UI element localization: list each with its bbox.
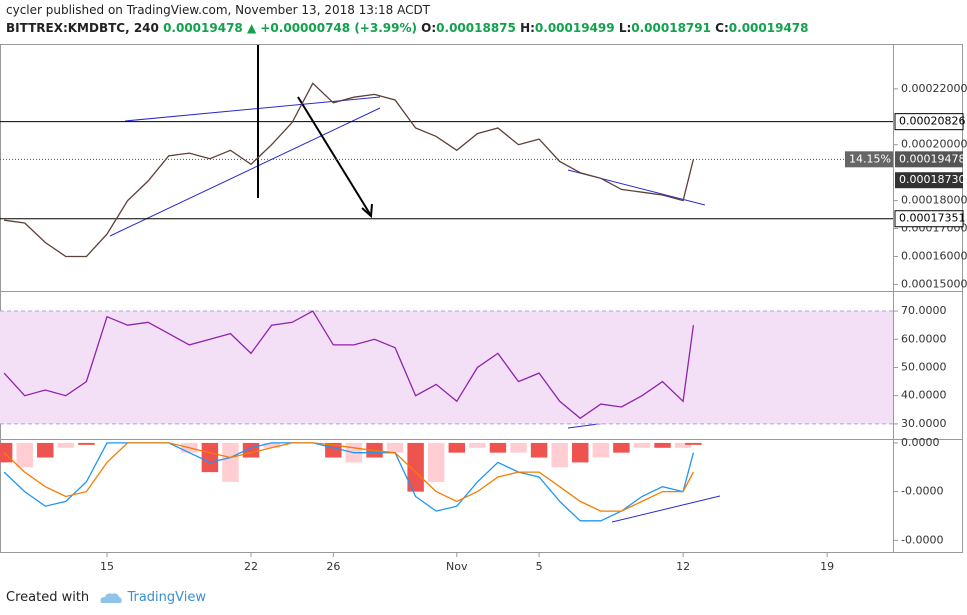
- published-line: cycler published on TradingView.com, Nov…: [6, 3, 430, 17]
- x-tick-label: 5: [536, 560, 543, 573]
- histogram-bar: [551, 442, 568, 468]
- histogram-bar: [613, 442, 630, 453]
- histogram-bar: [201, 442, 219, 473]
- x-tick-label: 22: [244, 560, 258, 573]
- brand: TradingView: [127, 590, 206, 605]
- histogram-bar: [263, 442, 280, 448]
- histogram-bar: [448, 442, 466, 453]
- series-line: [4, 82, 695, 258]
- published: cycler published on TradingView.com, Nov…: [6, 3, 431, 17]
- marker-box: [895, 172, 963, 189]
- percent-box: [845, 151, 893, 168]
- last-box: [895, 151, 963, 168]
- y-tick-label: 40.0000: [901, 389, 947, 402]
- histogram-bar: [16, 442, 33, 468]
- frame: [0, 44, 963, 553]
- histogram-bar: [386, 442, 404, 453]
- histogram-bar: [592, 442, 610, 458]
- open: 0.00018875: [436, 21, 516, 35]
- level-label: 0.00020826: [899, 115, 965, 128]
- logo: [100, 592, 122, 603]
- histogram-bar: [489, 442, 507, 453]
- symbol-line: BITTREX:KMDBTC, 240 0.00019478 ▲ +0.0000…: [6, 21, 809, 35]
- x-tick-label: Nov: [446, 560, 468, 573]
- y-tick-label: -0.0000: [901, 485, 943, 498]
- l-label: L:: [618, 21, 632, 35]
- histogram-bar: [572, 442, 589, 463]
- histogram-bar: [222, 442, 239, 482]
- y-tick-label: 0.00020000: [901, 138, 967, 151]
- y-tick-label: 60.0000: [901, 332, 947, 345]
- low: 0.00018791: [631, 21, 711, 35]
- arrow-head: [361, 203, 373, 219]
- c-label: C:: [715, 21, 729, 35]
- h-label: H:: [520, 21, 535, 35]
- histogram-bar: [407, 442, 424, 492]
- histogram-bar: [78, 442, 95, 445]
- histogram-bar: [469, 442, 486, 448]
- y-tick-label: 0.00018000: [901, 194, 967, 207]
- trend-line: [109, 107, 381, 237]
- y-tick-label: 70.0000: [901, 304, 947, 317]
- series-line: [3, 310, 695, 420]
- x-tick-label: 26: [326, 560, 340, 573]
- macd-line: [3, 442, 694, 512]
- created-with: Created with: [6, 590, 90, 605]
- y-tick-label: 50.0000: [901, 360, 947, 373]
- chart: 0.000150000.000160000.000170000.00018000…: [0, 44, 967, 573]
- logo-cloud: [100, 592, 122, 603]
- histogram-bar: [685, 442, 702, 445]
- footer: Created with TradingView: [6, 590, 206, 605]
- macd-line: [3, 442, 695, 522]
- last-label: 0.00019478: [899, 152, 965, 165]
- drawing-arrow: [297, 96, 371, 215]
- y-tick-label: 30.0000: [901, 417, 947, 430]
- marker-label: 0.00018730: [899, 173, 965, 186]
- histogram-bar: [530, 442, 548, 458]
- histogram-bar: [510, 442, 527, 453]
- level-label: 0.00017351: [899, 212, 965, 225]
- percent-label: 14.15%: [849, 152, 891, 165]
- histogram-bar: [37, 442, 54, 458]
- x-tick-label: 15: [100, 560, 114, 573]
- symbol: BITTREX:KMDBTC, 240: [6, 21, 159, 35]
- price: 0.00019478: [163, 21, 243, 35]
- y-tick-label: -0.0000: [901, 533, 943, 546]
- histogram-bar: [674, 442, 692, 448]
- change: ▲ +0.00000748 (+3.99%): [246, 21, 417, 35]
- y-tick-label: 0.00016000: [901, 249, 967, 262]
- rsi-band: [0, 311, 893, 424]
- y-tick-label: 0.00022000: [901, 82, 967, 95]
- close: 0.00019478: [728, 21, 809, 35]
- level-box: [894, 210, 964, 228]
- x-tick-label: 19: [820, 560, 834, 573]
- y-tick-label: 0.00015000: [901, 277, 967, 290]
- y-tick-label: 0.0000: [901, 436, 940, 449]
- trend-line: [611, 495, 721, 523]
- histogram-bar: [57, 442, 75, 448]
- histogram-bar: [633, 442, 651, 448]
- x-tick-label: 12: [676, 560, 690, 573]
- level-box: [894, 113, 964, 131]
- histogram-bar: [427, 442, 445, 482]
- high: 0.00019499: [534, 21, 615, 35]
- histogram-bar: [654, 442, 671, 448]
- o-label: O:: [421, 21, 437, 35]
